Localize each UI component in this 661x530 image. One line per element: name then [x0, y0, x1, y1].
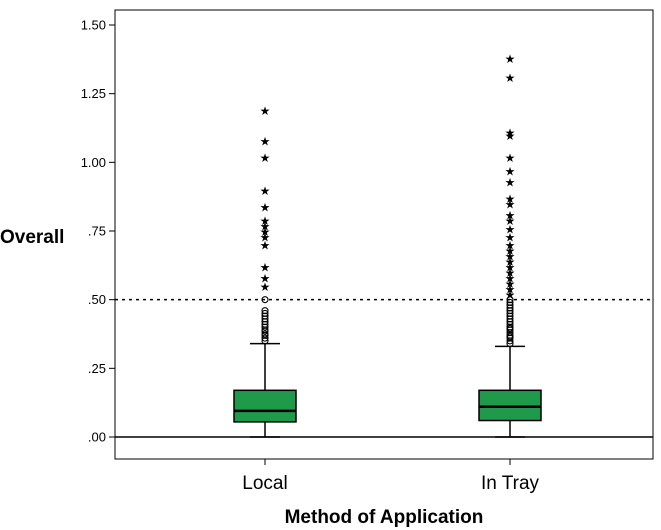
- y-tick-label: .50: [88, 292, 106, 307]
- y-tick-label: .75: [88, 223, 106, 238]
- x-tick-label: In Tray: [481, 473, 540, 494]
- outlier-star: ★: [505, 261, 516, 275]
- reference-lines: [115, 298, 653, 438]
- y-tick-label: .00: [88, 430, 106, 445]
- outlier-circle: [506, 298, 514, 306]
- outlier-star: ★: [505, 192, 516, 206]
- y-axis-title: Overall: [0, 227, 64, 248]
- outlier-star: ★: [505, 198, 516, 212]
- outlier-star: ★: [260, 272, 271, 286]
- outlier-star: ★: [505, 283, 516, 297]
- outlier-star: ★: [505, 288, 516, 302]
- outlier-star: ★: [505, 277, 516, 291]
- outlier-star: ★: [505, 272, 516, 286]
- x-axis: Local In Tray: [242, 459, 540, 494]
- box: [233, 389, 297, 423]
- outlier-star: ★: [505, 255, 516, 269]
- outlier-star: ★: [505, 151, 516, 165]
- outlier-star: ★: [260, 230, 271, 244]
- y-tick-label: 1.25: [81, 86, 106, 101]
- outlier-star: ★: [260, 184, 271, 198]
- x-axis-title: Method of Application: [285, 507, 484, 528]
- outlier-circle: [261, 334, 269, 342]
- y-tick-label: 1.00: [81, 155, 106, 170]
- outlier-star: ★: [505, 129, 516, 143]
- outlier-star: ★: [505, 176, 516, 190]
- outlier-star: ★: [260, 104, 271, 118]
- outlier-star: ★: [505, 165, 516, 179]
- outlier-star: ★: [260, 134, 271, 148]
- y-tick-label: 1.50: [81, 17, 106, 32]
- outlier-circle: [261, 296, 269, 304]
- outlier-star: ★: [505, 126, 516, 140]
- x-tick-label: Local: [242, 473, 287, 494]
- plot-frame: [114, 9, 654, 460]
- outlier-circle: [261, 307, 269, 315]
- outlier-star: ★: [505, 239, 516, 253]
- outlier-circle: [261, 330, 269, 338]
- outlier-star: ★: [260, 200, 271, 214]
- outlier-star: ★: [505, 230, 516, 244]
- outlier-star: ★: [260, 220, 271, 234]
- outlier-star: ★: [505, 222, 516, 236]
- box-group: ★★★★★★★★★★★★★★★★★★★★★★★: [478, 52, 542, 438]
- outlier-star: ★: [505, 244, 516, 258]
- outlier-circle: [506, 296, 514, 304]
- outlier-star: ★: [505, 52, 516, 66]
- outlier-star: ★: [260, 151, 271, 165]
- y-tick-label: .25: [88, 361, 106, 376]
- outlier-star: ★: [505, 266, 516, 280]
- outlier-circle: [261, 309, 269, 317]
- boxes: ★★★★★★★★★★★★★★★★★★★★★★★★★★★★★★★★★★★★: [233, 52, 542, 438]
- outlier-star: ★: [260, 261, 271, 275]
- box-group: ★★★★★★★★★★★★★: [233, 104, 297, 438]
- box: [478, 389, 542, 422]
- outlier-star: ★: [505, 250, 516, 264]
- outlier-star: ★: [260, 214, 271, 228]
- y-axis: .00 .25 .50 .75 1.00 1.25 1.50: [81, 17, 115, 445]
- outlier-star: ★: [260, 280, 271, 294]
- outlier-star: ★: [505, 214, 516, 228]
- outlier-star: ★: [260, 239, 271, 253]
- outlier-star: ★: [260, 225, 271, 239]
- outlier-star: ★: [505, 209, 516, 223]
- outlier-star: ★: [505, 71, 516, 85]
